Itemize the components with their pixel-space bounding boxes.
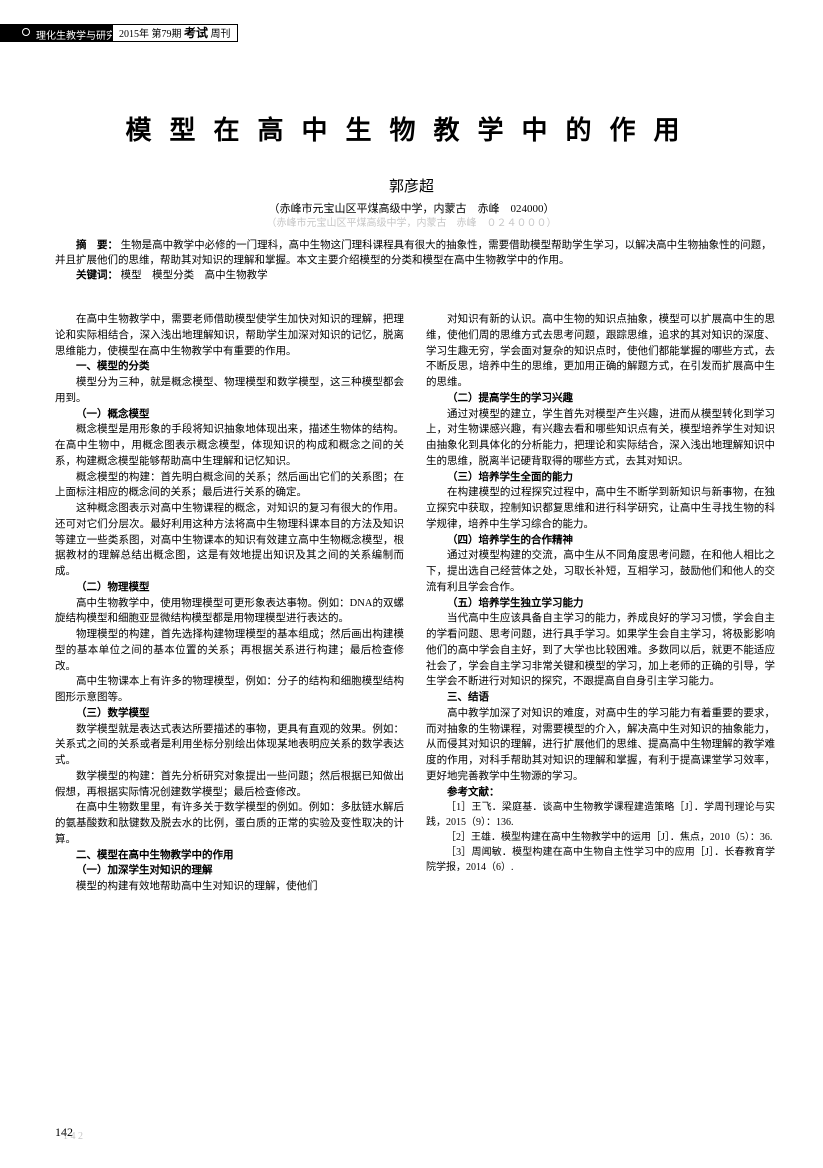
reference-item: ［2］王雄．模型构建在高中生物教学中的运用［J］．焦点，2010（5）：36.	[426, 830, 775, 845]
abstract-text: 生物是高中教学中必修的一门理科，高中生物这门理科课程具有很大的抽象性，需要借助模…	[55, 240, 772, 266]
section-heading: （三）数学模型	[55, 706, 404, 722]
body-paragraph: 这种概念图表示对高中生物课程的概念，对知识的复习有很大的作用。还可对它们分层次。…	[55, 501, 404, 580]
section-heading: 一、模型的分类	[55, 359, 404, 375]
body-paragraph: 数学模型的构建：首先分析研究对象提出一些问题；然后根据已知做出假想，再根据实际情…	[55, 769, 404, 801]
header-circle-icon	[22, 28, 30, 36]
section-heading: （四）培养学生的合作精神	[426, 533, 775, 549]
body-paragraph: 当代高中生应该具备自主学习的能力，养成良好的学习习惯，学会自主的学看问题、思考问…	[426, 611, 775, 690]
left-column: 在高中生物教学中，需要老师借助模型使学生加快对知识的理解，把理论和实际相结合，深…	[55, 312, 404, 895]
header-year-issue: 2015年 第79期	[119, 29, 182, 40]
body-paragraph: 在高中生物教学中，需要老师借助模型使学生加快对知识的理解，把理论和实际相结合，深…	[55, 312, 404, 359]
header-journal-rest: 周刊	[211, 29, 231, 40]
article-title: 模型在高中生物教学中的作用	[0, 110, 823, 147]
abstract-label: 摘 要：	[76, 239, 118, 251]
body-paragraph: 通过对模型的建立，学生首先对模型产生兴趣，进而从模型转化到学习上，对生物课感兴趣…	[426, 407, 775, 470]
article-affiliation-ghost: （赤峰市元宝山区平煤高级中学，内蒙古 赤峰 ０２４０００）	[0, 214, 823, 229]
section-heading: （一）概念模型	[55, 407, 404, 423]
body-paragraph: 通过对模型构建的交流，高中生从不同角度思考问题，在和他人相比之下，提出选自己经营…	[426, 548, 775, 595]
section-heading: （二）提高学生的学习兴趣	[426, 391, 775, 407]
section-heading: 二、模型在高中生物教学中的作用	[55, 848, 404, 864]
header-section-label: 理化生教学与研究	[36, 27, 116, 42]
body-paragraph: 在构建模型的过程探究过程中，高中生不断学到新知识与新事物，在独立探究中获取，控制…	[426, 485, 775, 532]
keywords-paragraph: 关键词： 模型 模型分类 高中生物教学	[55, 268, 775, 283]
abstract-block: 摘 要： 生物是高中教学中必修的一门理科，高中生物这门理科课程具有很大的抽象性，…	[55, 238, 775, 284]
body-paragraph: 物理模型的构建，首先选择构建物理模型的基本组成；然后画出构建模型的基本单位之间的…	[55, 627, 404, 674]
section-heading: （三）培养学生全面的能力	[426, 470, 775, 486]
section-heading: （一）加深学生对知识的理解	[55, 863, 404, 879]
body-paragraph: 概念模型是用形象的手段将知识抽象地体现出来，描述生物体的结构。在高中生物中，用概…	[55, 422, 404, 469]
section-heading: 三、结语	[426, 690, 775, 706]
keywords-label: 关键词：	[76, 269, 118, 281]
reference-item: ［1］王飞．梁庭基．谈高中生物教学课程建造策略［J］．学周刊理论与实践，2015…	[426, 800, 775, 830]
article-author: 郭彦超	[0, 175, 823, 196]
body-paragraph: 在高中生物数里里，有许多关于数学模型的例如。例如：多肽链水解后的氨基酸数和肽键数…	[55, 800, 404, 847]
body-paragraph: 概念模型的构建：首先明白概念间的关系；然后画出它们的关系图；在上面标注相应的概念…	[55, 470, 404, 502]
references-heading: 参考文献：	[426, 785, 775, 801]
page-number: 142	[55, 1125, 73, 1140]
abstract-paragraph: 摘 要： 生物是高中教学中必修的一门理科，高中生物这门理科课程具有很大的抽象性，…	[55, 238, 775, 268]
header-journal-bold: 考试	[184, 26, 208, 40]
section-heading: （二）物理模型	[55, 580, 404, 596]
section-heading: （五）培养学生独立学习能力	[426, 596, 775, 612]
body-paragraph: 数学模型就是表达式表达所要描述的事物，更具有直观的效果。例如：关系式之间的关系或…	[55, 722, 404, 769]
header-issue-box: 2015年 第79期 考试 周刊	[112, 24, 238, 42]
body-paragraph: 高中生物教学中，使用物理模型可更形象表达事物。例如：DNA的双螺旋结构模型和细胞…	[55, 596, 404, 628]
body-paragraph: 模型分为三种，就是概念模型、物理模型和数学模型，这三种模型都会用到。	[55, 375, 404, 407]
right-column: 对知识有新的认识。高中生物的知识点抽象，模型可以扩展高中生的思维，使他们周的思维…	[426, 312, 775, 895]
body-paragraph: 高中教学加深了对知识的难度，对高中生的学习能力有着重要的要求，而对抽象的生物课程…	[426, 706, 775, 785]
body-columns: 在高中生物教学中，需要老师借助模型使学生加快对知识的理解，把理论和实际相结合，深…	[55, 312, 775, 895]
article-affiliation: （赤峰市元宝山区平煤高级中学，内蒙古 赤峰 024000）	[0, 200, 823, 216]
journal-header: 理化生教学与研究 2015年 第79期 考试 周刊	[0, 24, 823, 44]
body-paragraph: 高中生物课本上有许多的物理模型，例如：分子的结构和细胞模型结构图形示意图等。	[55, 674, 404, 706]
reference-item: ［3］周闻敏．模型构建在高中生物自主性学习中的应用［J］．长春教育学院学报，20…	[426, 845, 775, 875]
body-paragraph: 模型的构建有效地帮助高中生对知识的理解，使他们	[55, 879, 404, 895]
keywords-text: 模型 模型分类 高中生物教学	[121, 270, 268, 281]
body-paragraph: 对知识有新的认识。高中生物的知识点抽象，模型可以扩展高中生的思维，使他们周的思维…	[426, 312, 775, 391]
